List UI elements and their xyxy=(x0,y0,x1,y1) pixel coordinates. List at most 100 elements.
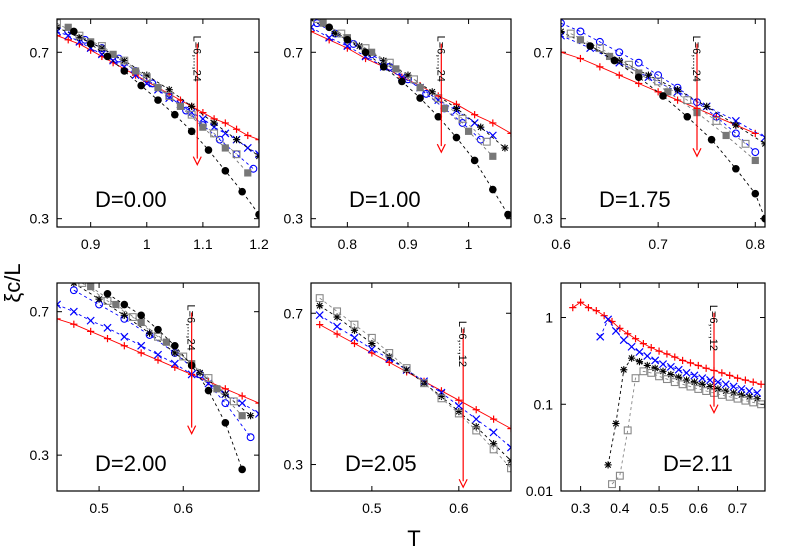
data-point xyxy=(255,136,259,144)
data-point xyxy=(454,401,463,410)
data-point xyxy=(232,150,241,159)
data-point xyxy=(128,313,137,322)
data-point xyxy=(489,428,498,437)
y-tick-label: 0.7 xyxy=(284,44,304,60)
data-point xyxy=(131,67,140,75)
data-point xyxy=(86,316,95,325)
data-point xyxy=(741,139,750,148)
data-point xyxy=(244,131,252,140)
data-point xyxy=(489,152,497,160)
series-line xyxy=(311,19,506,149)
data-point xyxy=(654,71,663,80)
data-point xyxy=(404,71,412,79)
data-point xyxy=(682,368,691,377)
data-point xyxy=(721,380,730,389)
data-point xyxy=(745,387,754,396)
plot-frame xyxy=(310,282,512,492)
chart-panel: 0.6 0.7 0.8 0.3 0.7 L=6,...,24 D=1.75 xyxy=(534,18,766,252)
data-point xyxy=(145,329,154,337)
chart-panel: 0.3 0.4 0.5 0.6 0.7 0.01 0.1 1 L=6,...,12 D=2.11 xyxy=(526,282,766,516)
data-point xyxy=(428,88,436,96)
data-point xyxy=(232,136,241,144)
data-point xyxy=(566,29,575,38)
y-tick-label: 0.7 xyxy=(534,44,554,60)
data-point xyxy=(87,283,95,291)
data-point xyxy=(120,67,129,75)
data-point xyxy=(154,84,162,92)
data-point xyxy=(187,110,196,119)
data-point xyxy=(112,300,120,309)
data-point xyxy=(315,294,324,303)
data-point xyxy=(204,386,213,395)
data-point xyxy=(679,356,687,365)
y-axis-label: ξc/L xyxy=(0,263,25,302)
data-point xyxy=(57,23,61,31)
data-point xyxy=(741,376,749,384)
data-point xyxy=(210,129,219,138)
arrow-head xyxy=(436,143,446,154)
data-point xyxy=(392,65,400,73)
size-range-label: L=6,...,12 xyxy=(456,321,468,367)
data-point xyxy=(706,376,715,385)
x-tick-label: 0.5 xyxy=(362,500,382,516)
data-point xyxy=(380,57,388,65)
data-point xyxy=(489,445,498,454)
data-point xyxy=(489,185,497,194)
data-point xyxy=(337,29,346,38)
data-point xyxy=(315,311,324,320)
data-point xyxy=(97,42,106,50)
arrow-head xyxy=(458,478,468,489)
data-point xyxy=(639,340,647,348)
data-point xyxy=(631,335,640,343)
data-point xyxy=(316,302,324,310)
data-point xyxy=(712,112,721,121)
x-tick-label: 0.7 xyxy=(648,236,668,252)
plot-frame xyxy=(310,18,512,228)
data-point xyxy=(455,396,463,404)
series-line xyxy=(561,31,765,145)
data-point xyxy=(619,336,628,345)
x-tick-label: 0.6 xyxy=(174,500,194,516)
data-point xyxy=(452,133,461,142)
data-point xyxy=(437,394,446,403)
data-point xyxy=(472,406,480,414)
series-line xyxy=(81,283,235,402)
data-point xyxy=(624,330,632,338)
data-point xyxy=(434,112,443,121)
data-point xyxy=(670,378,679,387)
data-point xyxy=(333,307,342,316)
data-point xyxy=(120,332,129,341)
data-point xyxy=(616,324,624,332)
data-point xyxy=(482,137,491,146)
data-point xyxy=(333,322,342,331)
data-point xyxy=(733,374,742,382)
data-point xyxy=(221,167,230,175)
data-point xyxy=(751,156,759,165)
data-point xyxy=(311,23,316,32)
plot-frame xyxy=(560,282,766,492)
data-point xyxy=(662,375,671,384)
data-point xyxy=(683,112,692,121)
data-point xyxy=(707,135,716,144)
series-line xyxy=(322,22,494,157)
data-point xyxy=(452,104,461,113)
y-tick-label: 0.3 xyxy=(30,211,50,227)
data-point xyxy=(171,363,179,371)
data-point xyxy=(171,341,179,350)
y-tick-label: 0.3 xyxy=(284,211,304,227)
data-point xyxy=(577,298,585,306)
series-line xyxy=(73,283,251,417)
data-point xyxy=(561,48,565,56)
data-point xyxy=(458,114,467,123)
data-point xyxy=(103,289,112,298)
data-point xyxy=(634,58,643,67)
data-point xyxy=(576,36,585,44)
data-point xyxy=(349,40,358,48)
data-point xyxy=(398,77,406,86)
size-range-label: L=6,...,24 xyxy=(185,305,197,351)
data-point xyxy=(57,19,61,28)
data-point xyxy=(761,214,765,223)
data-point xyxy=(311,19,315,23)
x-tick-label: 0.3 xyxy=(571,500,591,516)
x-tick-label: 1.2 xyxy=(249,236,269,252)
